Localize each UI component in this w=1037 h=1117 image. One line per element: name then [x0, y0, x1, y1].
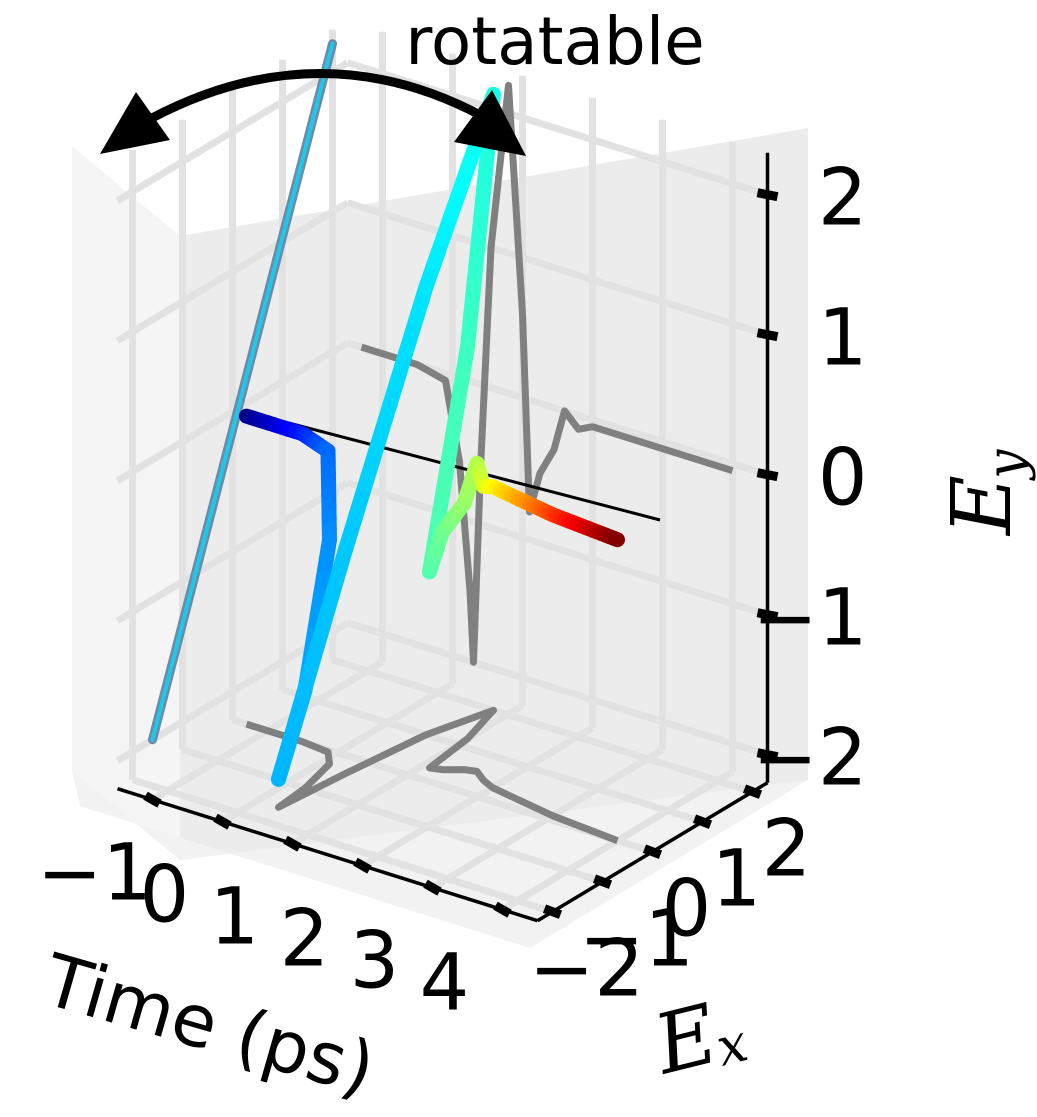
ex-tick: [742, 784, 763, 799]
grid-line-wall-ey: [346, 619, 769, 759]
ex-projection-line: [245, 706, 619, 844]
ex-axis-title-main: E: [644, 987, 727, 1094]
left-wall: [72, 146, 180, 860]
time-tick-label: 2: [280, 895, 330, 985]
grid-line-floor-ex: [131, 776, 554, 916]
time-tick: [423, 879, 442, 896]
ex-tick: [692, 814, 713, 829]
ey-tick: [756, 328, 779, 342]
ey-tick: [756, 608, 779, 622]
time-axis-line: [116, 787, 539, 923]
ey-tick-label: −1: [753, 574, 868, 664]
time-tick: [143, 791, 162, 808]
ex-tick-label: 2: [762, 805, 812, 895]
ey-tick-label: −2: [753, 714, 868, 804]
ey-tick-label: 1: [818, 294, 868, 384]
rotate-arrow-right-icon: [454, 90, 526, 156]
grid-line-floor-ex: [281, 686, 704, 826]
time-tick: [493, 901, 512, 918]
ex-tick: [592, 874, 613, 889]
ey-axis-title-main: E: [935, 475, 1030, 537]
ey-tick: [756, 748, 779, 762]
exey-projection-line: [150, 41, 335, 742]
rotatable-label: rotatable: [405, 3, 705, 80]
time-tick-label: 1: [210, 873, 260, 963]
time-tick-label: 0: [140, 851, 190, 941]
ex-tick-label: −2: [529, 925, 644, 1015]
time-zero-line: [261, 414, 661, 522]
ey-axis-title: E y: [935, 449, 1037, 537]
grid-line-floor-ex: [181, 746, 604, 886]
time-tick-label: 3: [350, 917, 400, 1007]
grid-line-wall-ey: [346, 479, 769, 619]
time-tick: [283, 835, 302, 852]
ex-tick: [642, 844, 663, 859]
rotate-arrow-left-icon: [100, 92, 170, 154]
grid-line-side-ey: [115, 199, 350, 344]
zero-line: [261, 414, 661, 522]
grid-line-floor-ex: [331, 656, 754, 796]
ey-tick-label: 2: [818, 154, 868, 244]
ex-tick-label: −1: [579, 895, 694, 985]
time-tick-label: −1: [37, 829, 152, 919]
ex-tick: [542, 904, 563, 919]
ey-axis-title-sub: y: [977, 449, 1037, 481]
ey-tick: [756, 188, 779, 202]
ey-projection-line: [360, 81, 734, 666]
grid-line-wall-ey: [346, 199, 769, 339]
trajectory-segment: [605, 530, 625, 548]
projection-lines: [148, 39, 734, 844]
ex-tick-label: 1: [712, 835, 762, 925]
time-tick: [353, 857, 372, 874]
ey-tick: [756, 468, 779, 482]
ey-tick-label: 0: [818, 434, 868, 524]
ex-tick-label: 0: [662, 865, 712, 955]
grid-line-side-ey: [115, 59, 350, 204]
grid-lines: [115, 29, 769, 916]
rotatable-annotation[interactable]: rotatable: [100, 3, 705, 156]
time-tick: [213, 813, 232, 830]
rotate-arc-icon: [149, 69, 485, 122]
time-tick-label: 4: [420, 939, 470, 1029]
floor: [72, 770, 808, 948]
time-axis-title: Time (ps): [34, 937, 383, 1111]
ex-axis-title: E x: [644, 987, 754, 1094]
